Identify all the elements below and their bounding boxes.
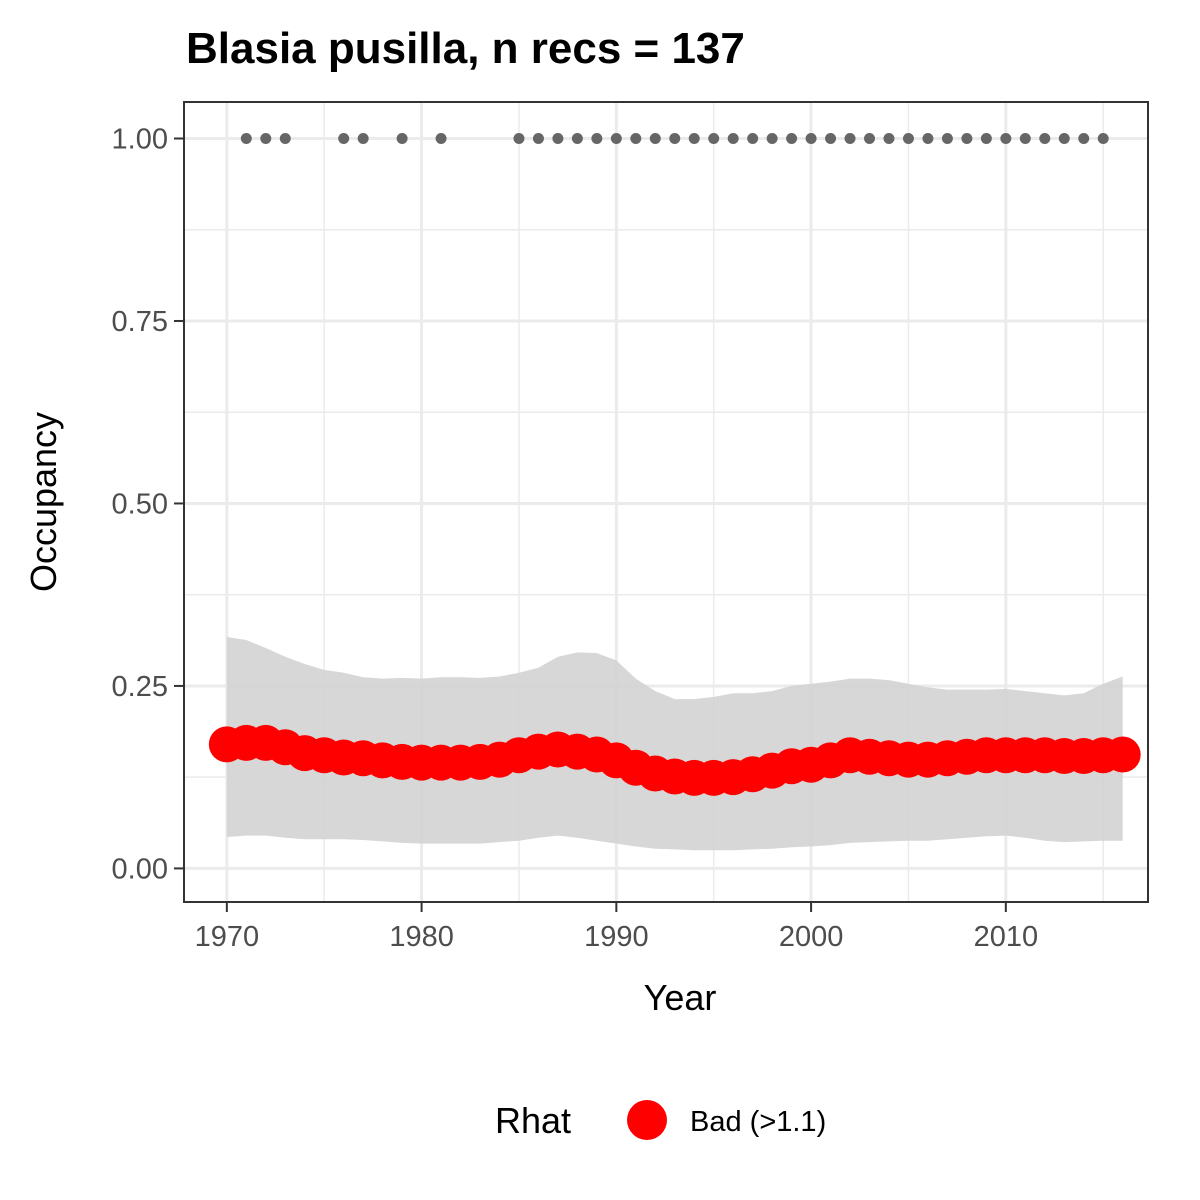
record-point [649, 132, 661, 144]
record-point [786, 132, 798, 144]
record-point [630, 132, 642, 144]
record-point [435, 132, 447, 144]
x-tick-label: 2000 [779, 921, 844, 953]
y-axis: 0.00 0.25 0.50 0.75 1.00 [112, 123, 184, 885]
record-point [669, 132, 681, 144]
record-point [1078, 132, 1090, 144]
record-point [805, 132, 817, 144]
record-point [552, 132, 564, 144]
record-point [902, 132, 914, 144]
y-tick-label: 0.50 [112, 488, 168, 520]
record-point [766, 132, 778, 144]
record-point [864, 132, 876, 144]
record-point [727, 132, 739, 144]
record-point [1019, 132, 1031, 144]
legend-label-bad: Bad (>1.1) [690, 1106, 826, 1138]
record-point [922, 132, 934, 144]
chart-title: Blasia pusilla, n recs = 137 [186, 24, 745, 73]
legend-key-bad [627, 1100, 667, 1140]
record-point [688, 132, 700, 144]
x-tick-label: 1980 [389, 921, 454, 953]
y-tick-label: 0.75 [112, 306, 168, 338]
record-point [1000, 132, 1012, 144]
record-point [961, 132, 973, 144]
record-point [260, 132, 272, 144]
x-tick-label: 2010 [974, 921, 1039, 953]
record-point [980, 132, 992, 144]
record-point [1058, 132, 1070, 144]
legend: Rhat Bad (>1.1) [495, 1100, 826, 1141]
record-point [708, 132, 720, 144]
record-point [532, 132, 544, 144]
plot-panel [183, 101, 1149, 903]
record-point [357, 132, 369, 144]
x-axis: 1970 1980 1990 2000 2010 [195, 902, 1039, 953]
legend-title: Rhat [495, 1100, 571, 1141]
record-point [825, 132, 837, 144]
record-point [240, 132, 252, 144]
x-tick-label: 1990 [584, 921, 649, 953]
record-point [883, 132, 895, 144]
record-point [513, 132, 525, 144]
panel-border [183, 101, 1149, 903]
record-points [240, 132, 1109, 144]
record-point [1097, 132, 1109, 144]
y-tick-label: 0.00 [112, 853, 168, 885]
record-point [591, 132, 603, 144]
record-point [338, 132, 350, 144]
y-axis-title: Occupancy [23, 412, 64, 592]
record-point [747, 132, 759, 144]
y-tick-label: 0.25 [112, 671, 168, 703]
record-point [1039, 132, 1051, 144]
trend-point [1104, 736, 1141, 773]
occupancy-trend-points [208, 724, 1141, 796]
record-point [610, 132, 622, 144]
record-point [571, 132, 583, 144]
x-tick-label: 1970 [195, 921, 260, 953]
record-point [279, 132, 291, 144]
x-axis-title: Year [644, 977, 717, 1018]
confidence-ribbon [226, 637, 1123, 851]
y-tick-label: 1.00 [112, 123, 168, 155]
record-point [844, 132, 856, 144]
record-point [941, 132, 953, 144]
record-point [396, 132, 408, 144]
